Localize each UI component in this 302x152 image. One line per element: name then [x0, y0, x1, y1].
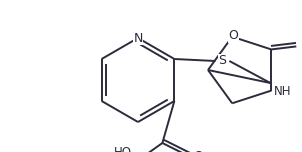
Text: O: O [228, 29, 238, 42]
Text: NH: NH [274, 85, 292, 98]
Text: N: N [133, 31, 143, 45]
Text: O: O [193, 150, 203, 152]
Text: S: S [218, 55, 226, 67]
Text: HO: HO [114, 147, 132, 152]
